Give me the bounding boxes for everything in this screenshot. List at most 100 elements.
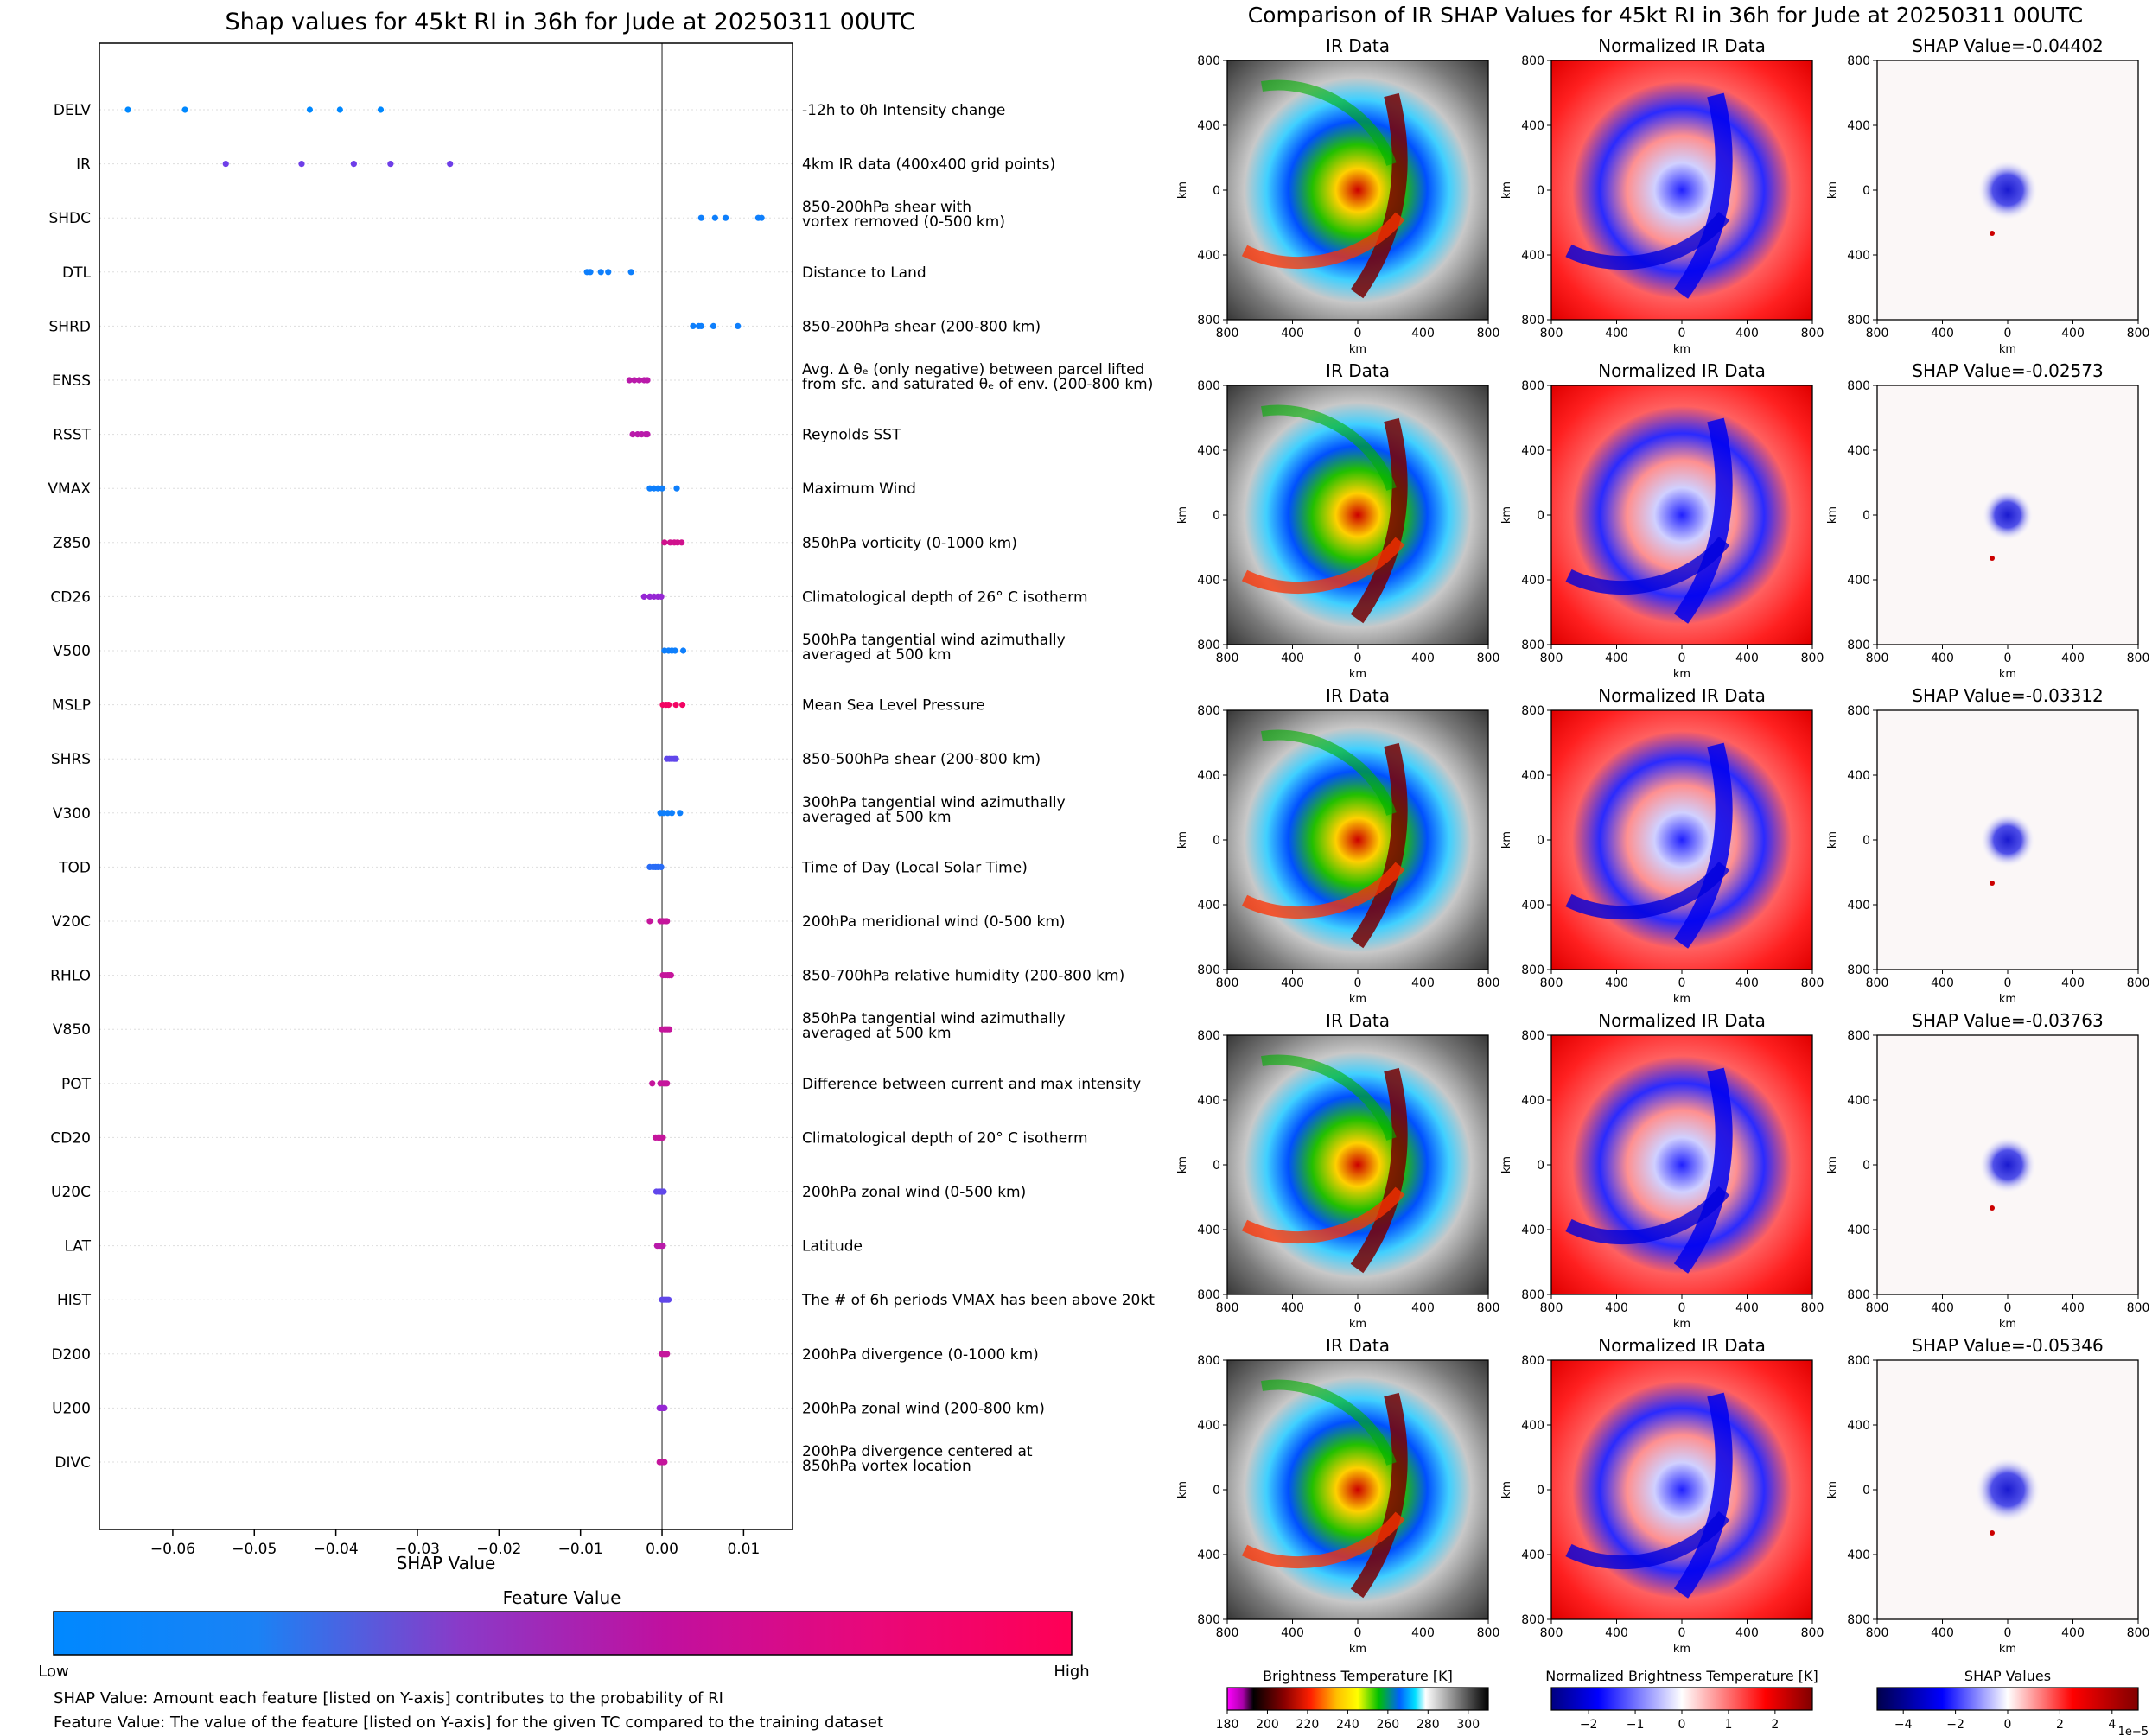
colorbar-tick-label: 4 [2108, 1718, 2116, 1732]
shap-panel: SHAP Value=-0.05346800800400400004004008… [1826, 1335, 2149, 1656]
y-tick-label: 400 [1521, 1548, 1544, 1562]
x-tick-label: 800 [1216, 1301, 1239, 1315]
y-tick-label: 400 [1847, 1094, 1870, 1108]
panel-title: SHAP Value=-0.05346 [1912, 1335, 2103, 1356]
y-tick-label: 400 [1197, 1224, 1220, 1237]
normalized-colorbar: Normalized Brightness Temperature [K] −2 −… [1545, 1668, 1818, 1732]
panel-x-axis-label: km [1999, 993, 2016, 1006]
x-tick-label: −0.02 [476, 1541, 521, 1558]
x-tick-label: 0 [2004, 652, 2012, 665]
x-tick-label: 800 [1540, 652, 1563, 665]
feature-description: 500hPa tangential wind azimuthally [802, 632, 1066, 649]
panel-x-axis-label: km [1673, 993, 1690, 1006]
shap-point [660, 1188, 667, 1195]
x-tick-label: 0 [2004, 327, 2012, 340]
y-tick-label: 400 [1521, 574, 1544, 588]
shap-positive-dot [1990, 1530, 1995, 1536]
y-tick-label: 400 [1847, 1419, 1870, 1433]
x-tick-label: 800 [1801, 1626, 1824, 1640]
feature-description: 200hPa zonal wind (0-500 km) [802, 1184, 1026, 1201]
feature-colorbar-low-label: Low [38, 1663, 68, 1681]
panel-x-axis-label: km [1999, 1318, 2016, 1331]
y-tick-label: 800 [1847, 54, 1870, 68]
y-tick-label: 400 [1521, 1224, 1544, 1237]
x-tick-label: 800 [1801, 976, 1824, 990]
feature-colorbar-high-label: High [1054, 1663, 1089, 1681]
shap-point [350, 161, 357, 168]
feature-name-label: D200 [51, 1346, 91, 1364]
shap-core-blob [1980, 812, 2035, 868]
y-tick-label: 0 [1862, 1159, 1870, 1173]
panel-y-axis-label: km [1500, 506, 1513, 524]
feature-description: 850-200hPa shear (200-800 km) [802, 318, 1041, 335]
shap-point [697, 214, 704, 221]
colorbar-tick-label: 280 [1417, 1718, 1440, 1732]
shap-positive-dot [1990, 556, 1995, 561]
feature-description: 850hPa vorticity (0-1000 km) [802, 535, 1017, 552]
y-tick-label: 800 [1847, 314, 1870, 327]
panel-x-axis-label: km [1673, 668, 1690, 681]
panel-x-axis-label: km [1349, 1643, 1366, 1656]
shap-positive-dot [1990, 881, 1995, 886]
shap-point [665, 1026, 673, 1033]
feature-description: Maximum Wind [802, 480, 916, 498]
x-tick-label: 400 [1411, 1301, 1435, 1315]
shap-point [677, 810, 684, 817]
feature-name-label: U20C [51, 1184, 91, 1201]
shap-point [697, 322, 704, 329]
x-tick-label: 400 [1931, 327, 1954, 340]
x-tick-label: 400 [1281, 1626, 1304, 1640]
shap-point [447, 161, 454, 168]
feature-description: 4km IR data (400x400 grid points) [802, 156, 1055, 174]
x-tick-label: 400 [2061, 976, 2085, 990]
y-tick-label: 800 [1197, 314, 1220, 327]
x-tick-label: 800 [1216, 652, 1239, 665]
y-tick-label: 800 [1847, 704, 1870, 718]
feature-description: 850-500hPa shear (200-800 km) [802, 751, 1041, 768]
panel-title: Normalized IR Data [1598, 685, 1766, 706]
normalized-band [1565, 861, 1730, 920]
feature-name-label: HIST [57, 1292, 92, 1309]
x-tick-label: −0.01 [558, 1541, 603, 1558]
shap-point [644, 431, 651, 438]
feature-description: vortex removed (0-500 km) [802, 213, 1005, 231]
x-tick-label: 0 [1678, 652, 1686, 665]
colorbar-tick-label: 180 [1216, 1718, 1239, 1732]
shap-point [664, 918, 671, 925]
shap-point [723, 214, 729, 221]
shap-point [679, 702, 686, 709]
feature-description: 850hPa tangential wind azimuthally [802, 1010, 1066, 1027]
x-tick-label: 800 [1801, 327, 1824, 340]
ir-rainband [1261, 404, 1397, 492]
panel-title: IR Data [1326, 1335, 1390, 1356]
x-tick-label: 400 [1605, 327, 1628, 340]
shap-point [665, 1296, 672, 1303]
y-tick-label: 800 [1521, 1613, 1544, 1627]
x-tick-label: 400 [1411, 1626, 1435, 1640]
shap-point [387, 161, 394, 168]
feature-name-label: CD26 [50, 588, 91, 606]
feature-name-label: LAT [64, 1238, 91, 1256]
shap-point [659, 1243, 666, 1250]
feature-name-label: SHDC [48, 210, 91, 227]
y-tick-label: 800 [1847, 1029, 1870, 1043]
panel-title: IR Data [1326, 360, 1390, 381]
feature-name-label: ENSS [52, 372, 91, 390]
feature-description: averaged at 500 km [802, 646, 952, 664]
shap-point [640, 593, 647, 601]
colorbar-tick-label: −2 [1946, 1718, 1964, 1732]
feature-description: The # of 6h periods VMAX has been above … [801, 1292, 1155, 1309]
shap-point [735, 322, 742, 329]
colorbar-title: Brightness Temperature [K] [1263, 1668, 1453, 1684]
y-tick-label: 400 [1521, 249, 1544, 263]
colorbar-tick-label: 220 [1296, 1718, 1320, 1732]
feature-name-label: U200 [52, 1400, 91, 1417]
y-tick-label: 400 [1847, 119, 1870, 133]
swarm-points [124, 106, 765, 1466]
x-tick-label: 400 [1931, 1626, 1954, 1640]
shap-point [222, 161, 229, 168]
y-tick-label: 400 [1197, 249, 1220, 263]
feature-name-label: SHRS [51, 751, 91, 768]
